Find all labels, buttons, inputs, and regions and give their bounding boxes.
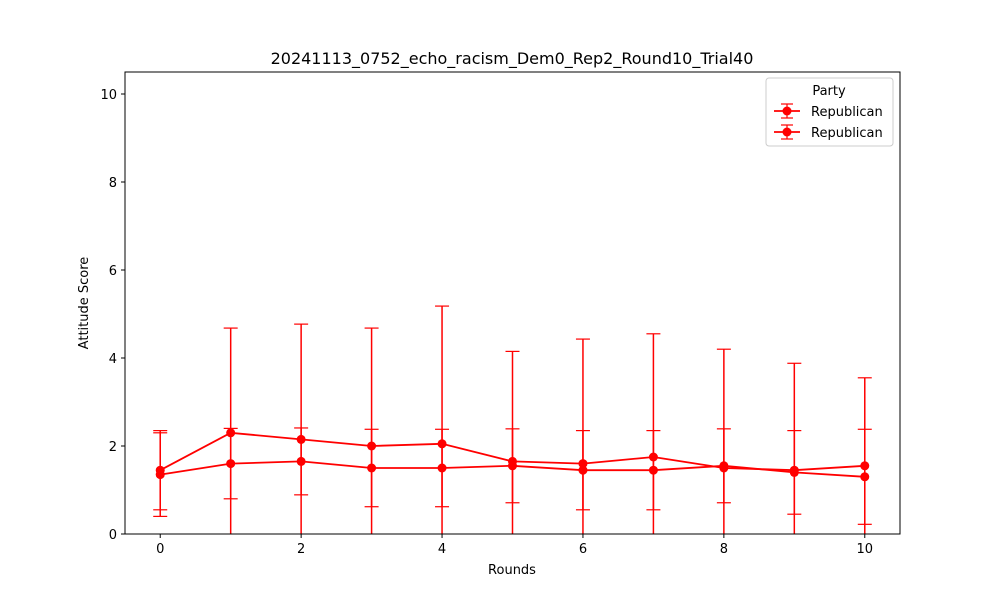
y-tick-label: 0: [109, 528, 117, 543]
data-point: [719, 461, 729, 471]
y-tick-label: 6: [109, 264, 117, 279]
legend-entries: Republican Republican: [774, 103, 883, 141]
data-point: [296, 456, 306, 466]
x-axis-label: Rounds: [488, 563, 536, 578]
data-point: [437, 463, 447, 473]
x-tick-label: 8: [720, 542, 728, 557]
chart-title: 20241113_0752_echo_racism_Dem0_Rep2_Roun…: [271, 49, 754, 69]
data-point: [578, 465, 588, 475]
x-tick-label: 0: [156, 542, 164, 557]
y-tick-label: 4: [109, 352, 117, 367]
series-republican-2: [153, 427, 872, 525]
x-tick-label: 10: [856, 542, 873, 557]
x-tick-label: 6: [579, 542, 587, 557]
data-point: [508, 461, 517, 471]
y-tick-label: 8: [109, 176, 117, 191]
legend-swatch-marker: [782, 127, 792, 137]
y-tick-label: 2: [109, 440, 117, 455]
x-tick-label: 4: [438, 542, 446, 557]
plot-area: [153, 305, 872, 534]
legend-swatch-marker: [782, 106, 792, 116]
data-point: [226, 459, 236, 469]
y-tick-label: 10: [100, 88, 117, 103]
y-axis-label: Attitude Score: [77, 257, 92, 350]
legend-label: Republican: [811, 105, 883, 120]
legend-title: Party: [812, 84, 846, 99]
x-tick-label: 2: [297, 542, 305, 557]
data-point: [155, 470, 165, 480]
data-point: [367, 463, 377, 473]
data-point: [648, 465, 658, 475]
legend: Party Republican Republican: [765, 77, 894, 147]
data-point: [789, 467, 799, 477]
data-point: [860, 472, 870, 482]
plot-frame: [124, 71, 901, 535]
legend-label: Republican: [811, 126, 883, 141]
legend-box: [765, 77, 894, 147]
axis-ticks: 0 2 4 6 8 10 0 2 4 6 8 10: [100, 88, 873, 557]
